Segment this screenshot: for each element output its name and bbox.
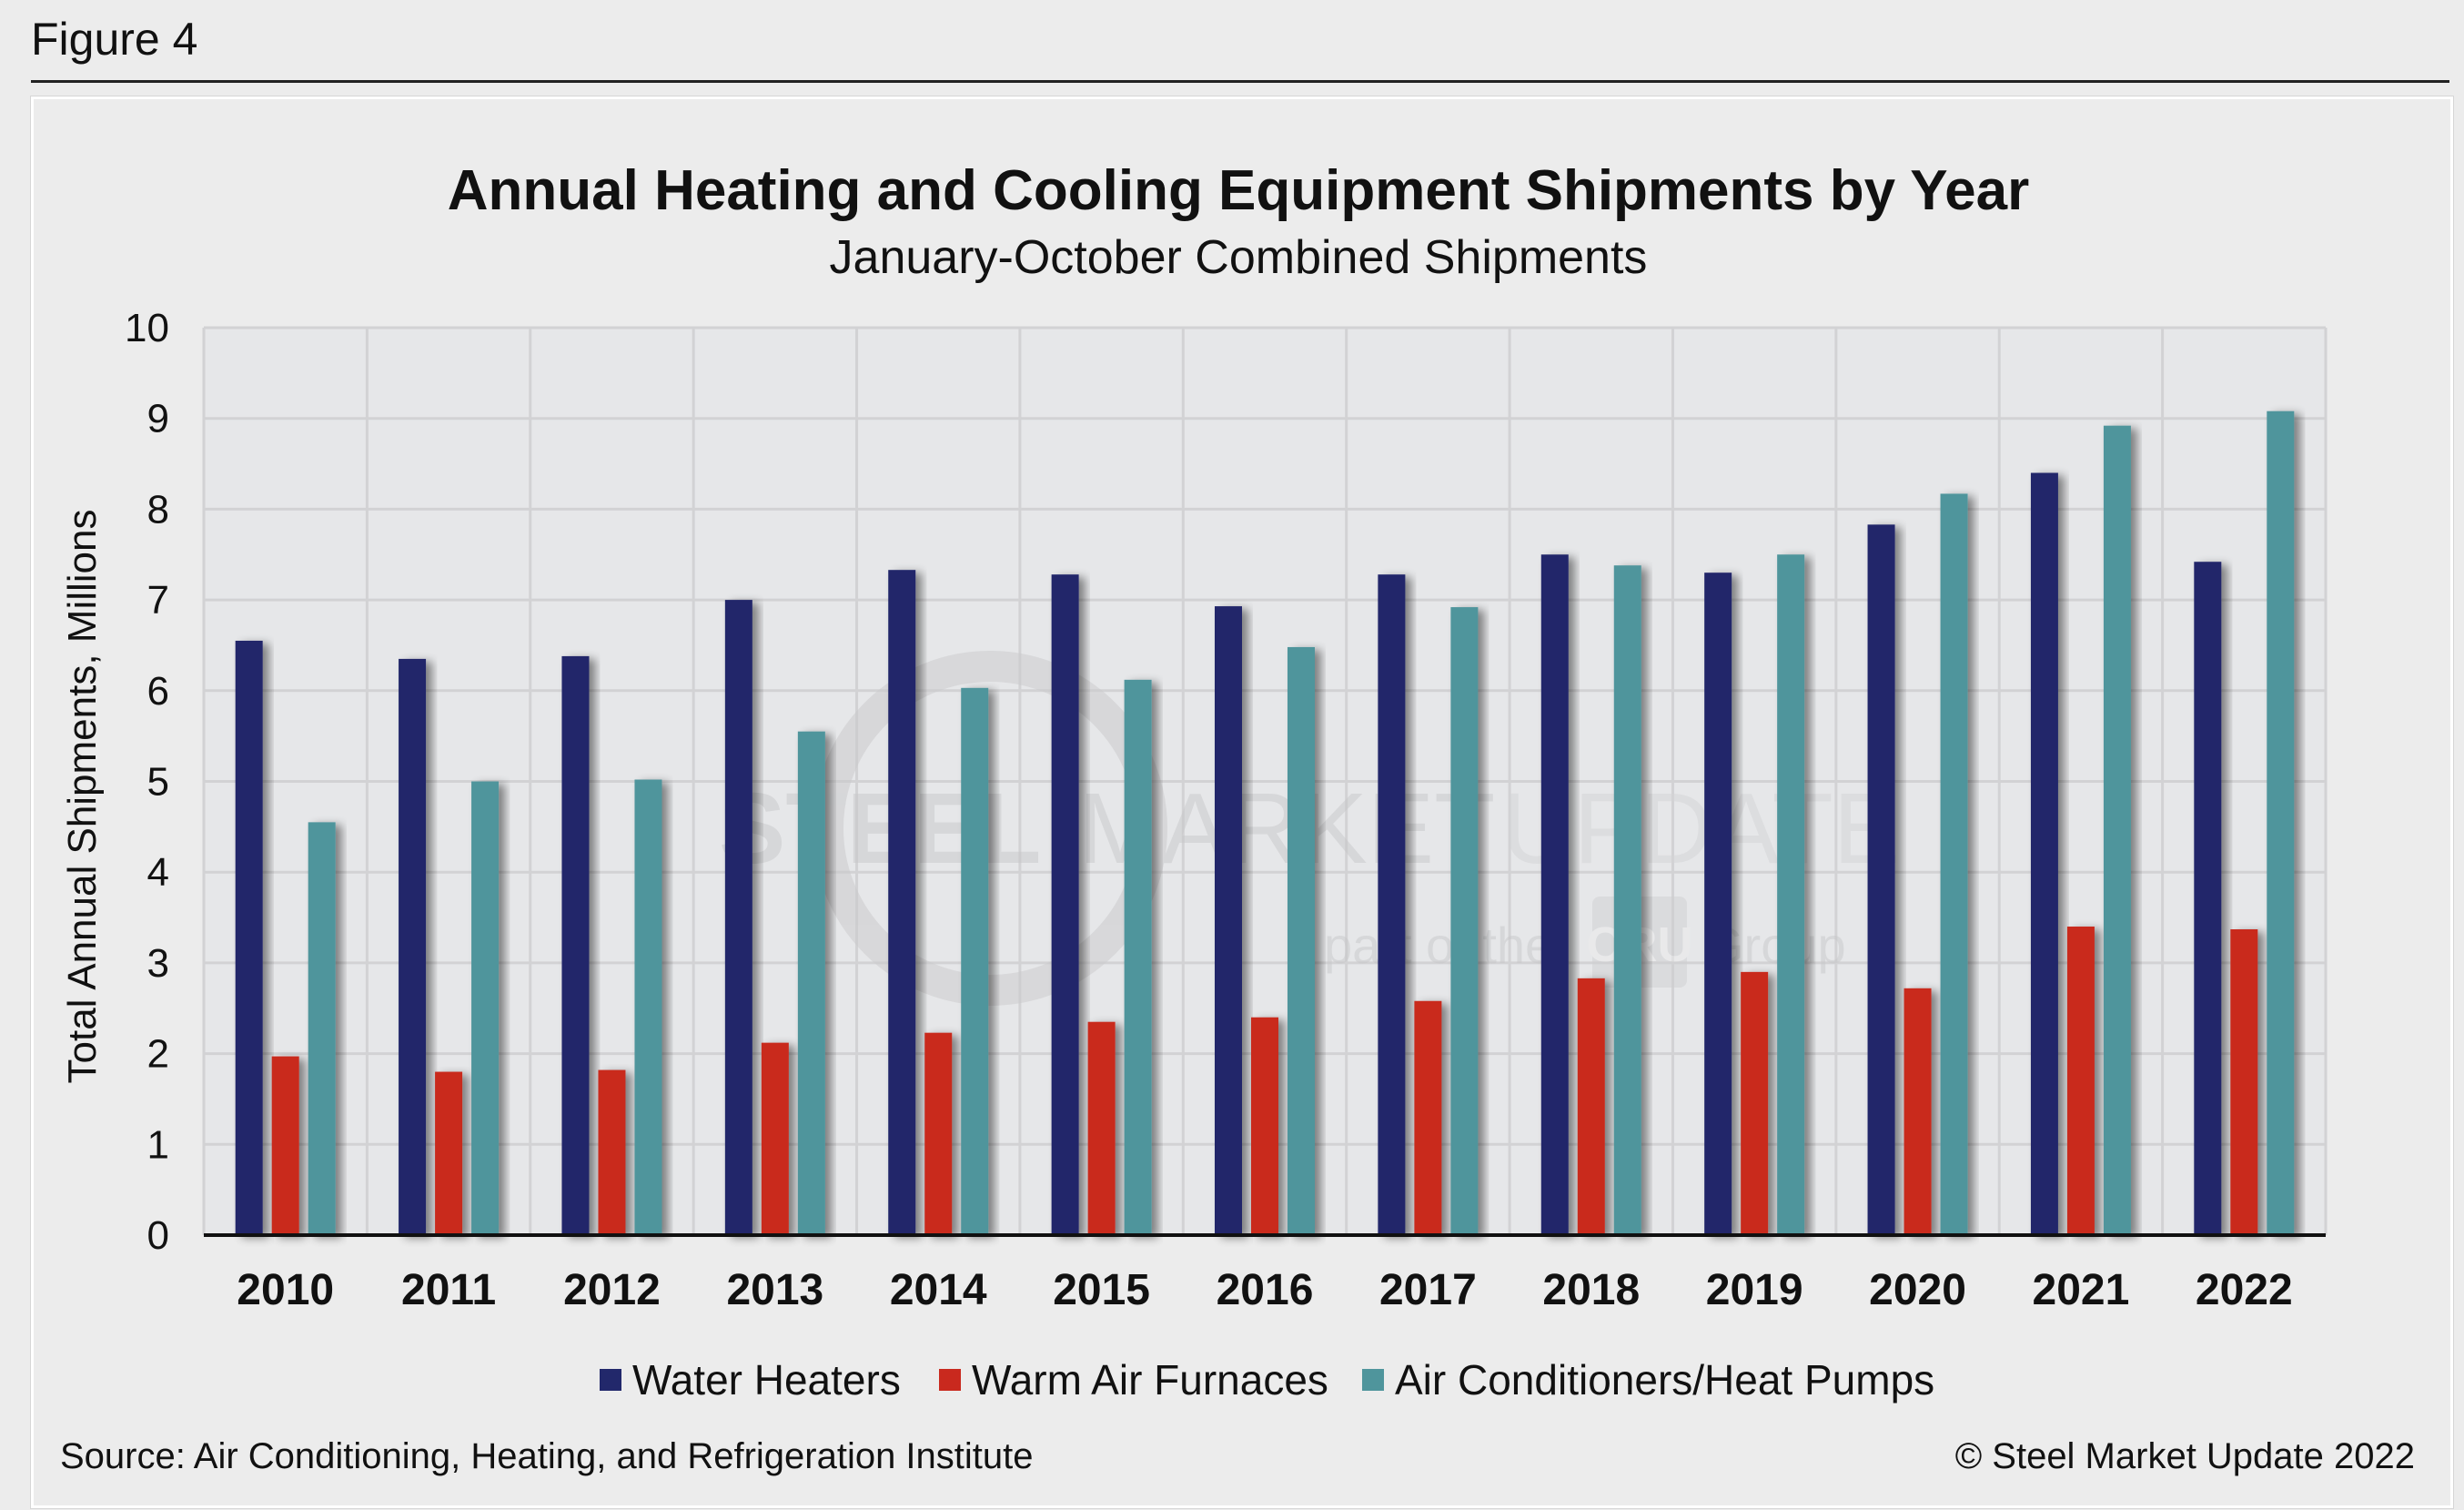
x-tick-label: 2018 xyxy=(1542,1266,1640,1314)
bar-water-heaters xyxy=(888,570,916,1235)
bar-warm-air-furnaces xyxy=(2230,929,2258,1235)
y-tick-label: 2 xyxy=(147,1032,169,1077)
bar-warm-air-furnaces xyxy=(435,1071,463,1235)
y-tick-label: 1 xyxy=(147,1122,169,1167)
bar-water-heaters xyxy=(399,658,427,1235)
bar-air-conditioners xyxy=(471,781,500,1235)
y-tick-label: 9 xyxy=(147,397,169,441)
bar-warm-air-furnaces xyxy=(924,1032,953,1235)
bar-air-conditioners xyxy=(961,687,989,1235)
legend-label-air-conditioners: Air Conditioners/Heat Pumps xyxy=(1395,1356,1934,1404)
bar-air-conditioners xyxy=(2103,425,2131,1235)
figure-label: Figure 4 xyxy=(31,14,198,65)
bar-warm-air-furnaces xyxy=(761,1042,789,1235)
source-note: Source: Air Conditioning, Heating, and R… xyxy=(60,1436,1034,1476)
bar-air-conditioners xyxy=(1613,565,1641,1235)
bar-air-conditioners xyxy=(2267,410,2295,1235)
bar-water-heaters xyxy=(1540,554,1569,1235)
y-tick-label: 7 xyxy=(147,578,169,623)
chart-title: Annual Heating and Cooling Equipment Shi… xyxy=(448,159,2029,222)
y-tick-label: 0 xyxy=(147,1213,169,1258)
legend-swatch-water-heaters xyxy=(600,1369,621,1391)
y-axis-label: Total Annual Shipments, Millions xyxy=(60,510,105,1084)
x-tick-label: 2010 xyxy=(237,1266,334,1314)
x-tick-label: 2022 xyxy=(2196,1266,2293,1314)
x-tick-label: 2019 xyxy=(1706,1266,1803,1314)
x-tick-label: 2021 xyxy=(2033,1266,2130,1314)
y-tick-label: 3 xyxy=(147,941,169,986)
y-tick-label: 8 xyxy=(147,487,169,532)
bar-air-conditioners xyxy=(634,779,662,1235)
bar-warm-air-furnaces xyxy=(1414,1000,1442,1235)
bar-air-conditioners xyxy=(308,822,336,1235)
chart-subtitle: January-October Combined Shipments xyxy=(830,231,1648,284)
bar-warm-air-furnaces xyxy=(598,1069,626,1235)
bar-warm-air-furnaces xyxy=(1741,971,1769,1235)
watermark-sub-left: part of the xyxy=(1324,917,1553,974)
x-tick-label: 2012 xyxy=(563,1266,661,1314)
bar-water-heaters xyxy=(1051,574,1079,1235)
bar-water-heaters xyxy=(1867,524,1895,1235)
bar-air-conditioners xyxy=(1777,554,1805,1235)
bar-water-heaters xyxy=(1704,573,1732,1235)
bar-water-heaters xyxy=(2030,472,2058,1235)
bar-water-heaters xyxy=(235,640,263,1235)
x-tick-label: 2015 xyxy=(1053,1266,1150,1314)
bar-warm-air-furnaces xyxy=(1087,1021,1116,1235)
legend-label-water-heaters: Water Heaters xyxy=(632,1356,901,1404)
y-tick-label: 10 xyxy=(125,306,169,350)
bar-warm-air-furnaces xyxy=(1904,988,1932,1235)
y-tick-label: 5 xyxy=(147,760,169,805)
figure-divider xyxy=(31,80,2449,83)
legend-label-warm-air-furnaces: Warm Air Furnaces xyxy=(972,1356,1328,1404)
bar-warm-air-furnaces xyxy=(1251,1017,1278,1235)
bar-air-conditioners xyxy=(1450,607,1479,1235)
bar-air-conditioners xyxy=(1288,646,1315,1235)
bar-water-heaters xyxy=(724,600,752,1235)
bar-water-heaters xyxy=(561,655,590,1235)
legend: Water Heaters Warm Air Furnaces Air Condit… xyxy=(600,1356,1934,1404)
copyright-note: © Steel Market Update 2022 xyxy=(1954,1436,2415,1476)
watermark-brand-bold: STEEL xyxy=(719,773,1042,885)
bar-air-conditioners xyxy=(1124,679,1152,1235)
bar-warm-air-furnaces xyxy=(271,1056,299,1235)
bar-warm-air-furnaces xyxy=(2066,927,2095,1235)
x-tick-label: 2020 xyxy=(1869,1266,1966,1314)
y-tick-label: 6 xyxy=(147,669,169,714)
y-tick-label: 4 xyxy=(147,850,169,895)
bar-air-conditioners xyxy=(797,731,825,1235)
legend-swatch-warm-air-furnaces xyxy=(939,1369,961,1391)
bar-water-heaters xyxy=(1215,606,1242,1235)
x-tick-label: 2014 xyxy=(890,1266,987,1314)
bar-water-heaters xyxy=(2194,562,2222,1235)
x-tick-label: 2011 xyxy=(401,1266,496,1314)
x-tick-label: 2013 xyxy=(726,1266,823,1314)
bar-air-conditioners xyxy=(1940,493,1968,1235)
x-tick-label: 2017 xyxy=(1379,1266,1477,1314)
legend-swatch-air-conditioners xyxy=(1362,1369,1384,1391)
bar-water-heaters xyxy=(1378,574,1406,1235)
bar-warm-air-furnaces xyxy=(1577,978,1605,1235)
x-tick-label: 2016 xyxy=(1217,1266,1314,1314)
